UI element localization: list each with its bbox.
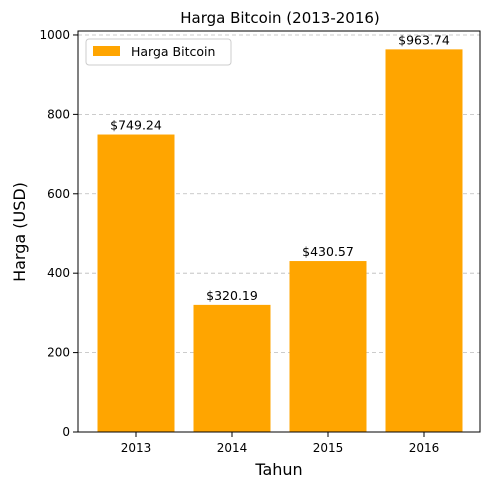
x-tick-label: 2013 <box>121 441 152 455</box>
bar-2015 <box>289 261 367 432</box>
y-tick-label: 1000 <box>39 28 70 42</box>
data-label-2015: $430.57 <box>302 244 354 259</box>
bar-2016 <box>385 49 463 433</box>
y-tick-label: 0 <box>62 425 70 439</box>
bars <box>97 49 463 433</box>
chart-title: Harga Bitcoin (2013-2016) <box>180 9 380 27</box>
x-tick-label: 2014 <box>217 441 248 455</box>
legend-box <box>85 38 232 66</box>
legend: Harga Bitcoin <box>85 38 232 66</box>
bar-2014 <box>193 304 271 432</box>
plot-frame <box>77 30 481 433</box>
x-axis-label: Tahun <box>254 460 302 479</box>
legend-swatch <box>93 46 120 56</box>
legend-label: Harga Bitcoin <box>131 44 215 59</box>
y-axis-ticks: 0 200 400 600 800 1000 <box>39 28 78 439</box>
bar-2013 <box>97 134 175 432</box>
y-tick-label: 800 <box>47 107 70 121</box>
x-tick-label: 2015 <box>313 441 344 455</box>
x-tick-label: 2016 <box>409 441 440 455</box>
y-axis-label: Harga (USD) <box>10 182 29 282</box>
data-labels: $749.24 $320.19 $430.57 $963.74 <box>110 32 450 303</box>
y-tick-label: 200 <box>47 346 70 360</box>
x-axis-ticks: 2013 2014 2015 2016 <box>121 432 440 455</box>
y-tick-label: 400 <box>47 266 70 280</box>
data-label-2016: $963.74 <box>398 32 450 47</box>
data-label-2014: $320.19 <box>206 288 258 303</box>
data-label-2013: $749.24 <box>110 118 162 133</box>
y-tick-label: 600 <box>47 187 70 201</box>
